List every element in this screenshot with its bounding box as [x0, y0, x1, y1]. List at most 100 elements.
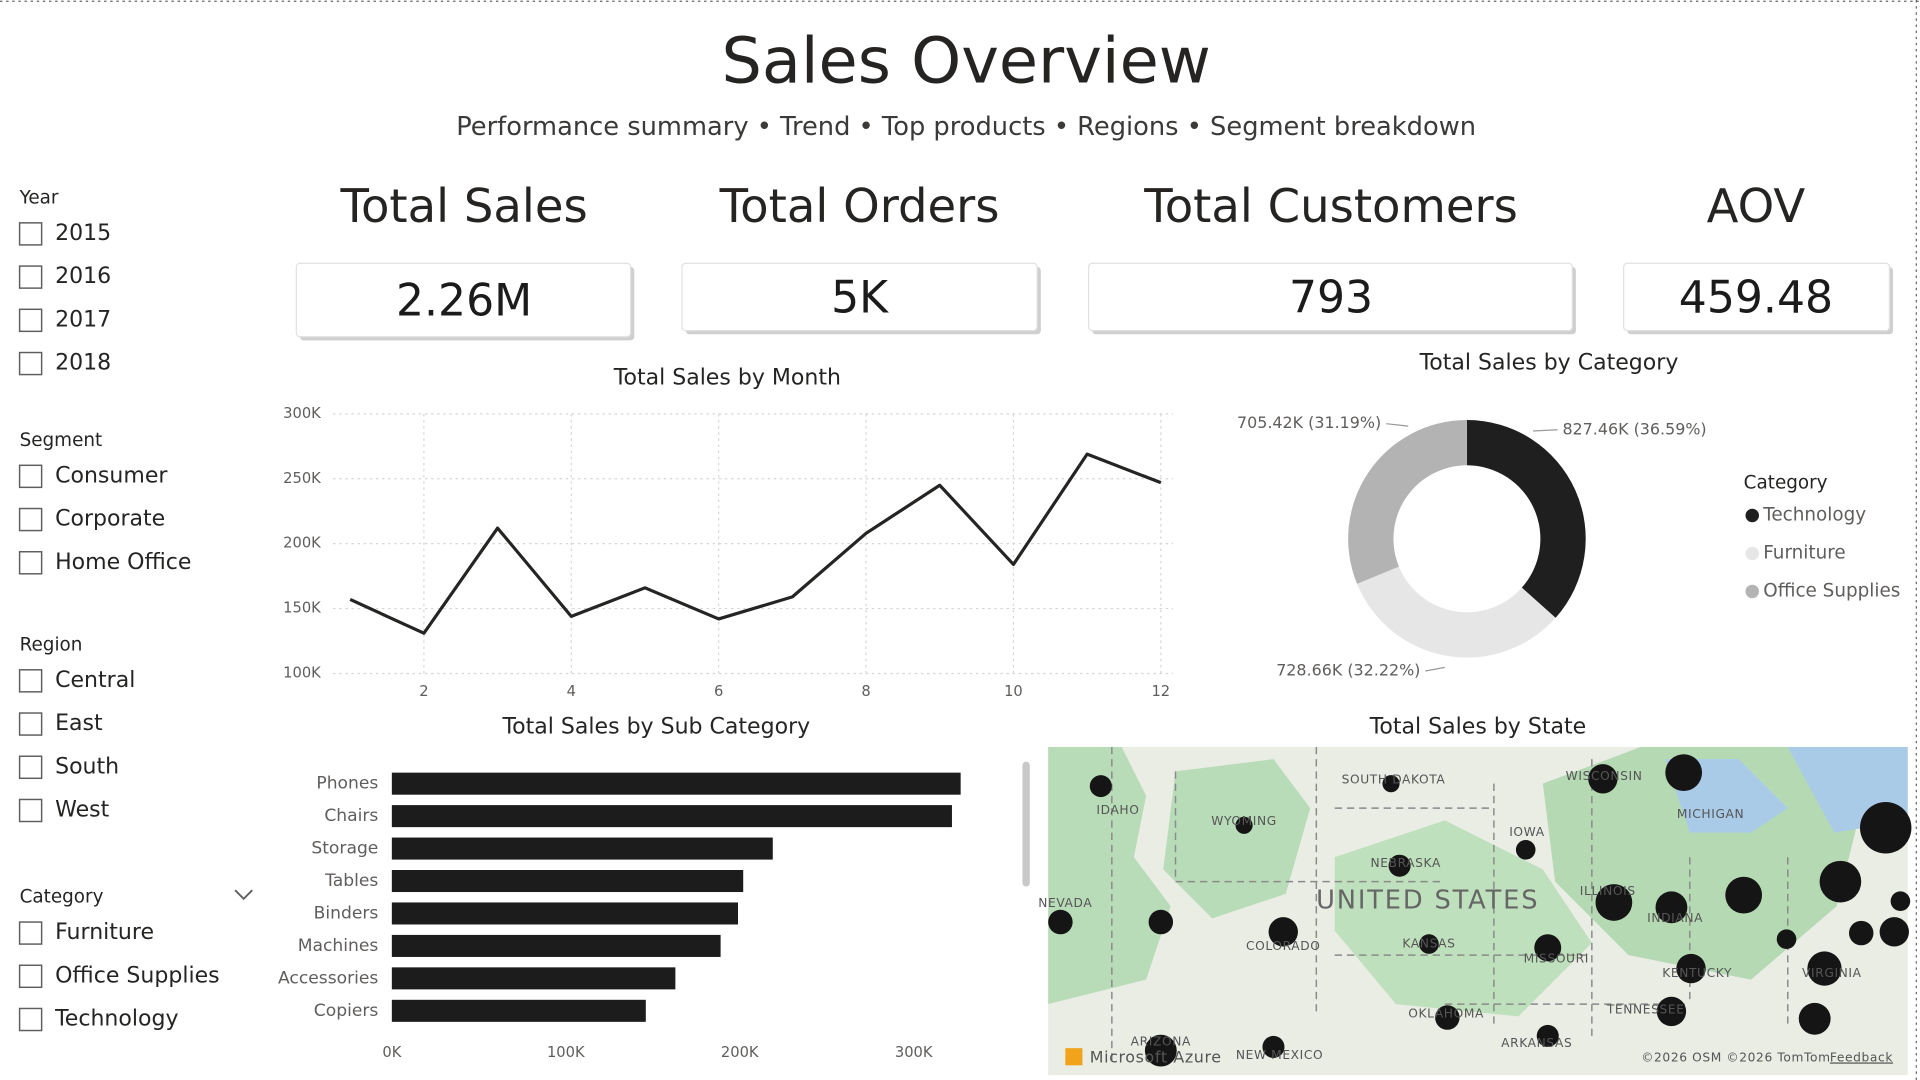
donut-slice	[1466, 419, 1586, 618]
legend-label[interactable]: Furniture	[1763, 542, 1845, 563]
filter-option[interactable]: Technology	[54, 1007, 178, 1032]
bar	[391, 902, 738, 925]
legend-swatch[interactable]	[1745, 584, 1759, 599]
checkbox[interactable]	[18, 222, 43, 246]
page-title: Sales Overview	[721, 24, 1210, 98]
y-tick-label: Accessories	[278, 968, 378, 988]
filter-option[interactable]: 2018	[55, 351, 111, 376]
map-feedback[interactable]: Feedback	[1830, 1050, 1893, 1064]
kpi-label: Total Customers	[1143, 179, 1518, 233]
kpi-label: AOV	[1707, 179, 1806, 233]
kpi-card	[681, 262, 1038, 332]
checkbox[interactable]	[18, 351, 43, 376]
donut-slice	[1348, 419, 1467, 584]
map-label: SOUTH DAKOTA	[1342, 773, 1446, 787]
filter-option[interactable]: South	[55, 754, 119, 779]
kpi-value: 459.48	[1679, 273, 1833, 324]
legend-swatch[interactable]	[1745, 546, 1759, 561]
leader-line	[1386, 423, 1409, 427]
y-tick-label: 150K	[283, 600, 321, 617]
filter-option[interactable]: Office Supplies	[55, 963, 220, 988]
y-tick-label: Tables	[324, 871, 378, 891]
map-label: ILLINOIS	[1580, 884, 1636, 898]
x-tick-label: 300K	[895, 1044, 933, 1061]
bar	[391, 837, 773, 860]
legend-label[interactable]: Office Supplies	[1763, 580, 1900, 601]
checkbox[interactable]	[18, 669, 43, 693]
filter-option[interactable]: Consumer	[55, 463, 168, 488]
map-label: NEW MEXICO	[1236, 1048, 1323, 1062]
filter-option[interactable]: 2017	[55, 307, 111, 332]
map-label: TENNESSEE	[1606, 1003, 1685, 1017]
y-tick-label: 100K	[283, 664, 321, 681]
checkbox[interactable]	[18, 1007, 43, 1032]
checkbox[interactable]	[18, 712, 43, 736]
filter-option[interactable]: 2016	[55, 264, 111, 289]
chart-title: Total Sales by Sub Category	[501, 714, 810, 739]
map-label: ARIZONA	[1131, 1035, 1191, 1049]
bar	[391, 772, 961, 795]
y-tick-label: 250K	[283, 470, 321, 487]
x-tick-label: 12	[1151, 683, 1170, 700]
bar	[391, 934, 721, 957]
filter-option[interactable]: Corporate	[55, 507, 165, 532]
line-series	[349, 452, 1162, 635]
checkbox[interactable]	[18, 507, 43, 532]
chart-title: Total Sales by Month	[613, 365, 841, 390]
map: SOUTH DAKOTA WISCONSIN MICHIGAN IDAHO WYOMIN…	[1038, 746, 1912, 1076]
checkbox[interactable]	[18, 755, 43, 780]
checkbox[interactable]	[18, 798, 43, 823]
leader-line	[1533, 429, 1558, 432]
y-tick-label: 200K	[283, 535, 321, 552]
data-label: 728.66K (32.22%)	[1276, 661, 1420, 680]
x-tick-label: 4	[567, 683, 576, 700]
map-label: UNITED STATES	[1316, 886, 1539, 916]
map-label: MISSOURI	[1524, 951, 1589, 965]
bar	[391, 999, 646, 1022]
kpi-card	[1087, 262, 1573, 332]
map-label: COLORADO	[1246, 939, 1321, 953]
dropdown-chevron[interactable]	[234, 889, 253, 901]
x-tick-label: 100K	[547, 1044, 585, 1061]
y-tick-label: Storage	[311, 839, 378, 859]
filter-title: Region	[20, 634, 83, 655]
checkbox[interactable]	[18, 964, 43, 989]
chart-title: Total Sales by State	[1369, 714, 1586, 739]
map-attribution: Microsoft Azure	[1090, 1047, 1222, 1066]
filter-option[interactable]: West	[55, 797, 110, 822]
kpi-label: Total Sales	[339, 179, 587, 233]
x-tick-label: 8	[861, 683, 870, 700]
filter-option[interactable]: 2015	[55, 221, 111, 246]
checkbox[interactable]	[18, 551, 43, 575]
map-label: INDIANA	[1647, 911, 1703, 925]
filter-option[interactable]: Home Office	[55, 550, 191, 575]
filter-title: Category	[20, 887, 104, 908]
map-label: WYOMING	[1211, 814, 1277, 828]
checkbox[interactable]	[18, 308, 43, 333]
checkbox[interactable]	[18, 265, 43, 289]
checkbox[interactable]	[18, 464, 43, 489]
y-tick-label: Chairs	[324, 806, 378, 826]
map-label: ARKANSAS	[1501, 1036, 1572, 1050]
y-tick-label: Copiers	[314, 1001, 379, 1021]
filter-option[interactable]: Furniture	[55, 920, 154, 945]
scrollbar[interactable]	[1022, 761, 1030, 887]
kpi-value: 793	[1289, 273, 1373, 324]
filter-option[interactable]: Central	[55, 668, 135, 693]
legend-swatch[interactable]	[1745, 508, 1759, 523]
map-region	[1048, 746, 1171, 1005]
y-tick-label: Binders	[314, 903, 379, 923]
legend-title: Category	[1744, 473, 1828, 494]
legend-label[interactable]: Technology	[1762, 505, 1866, 526]
data-label: 827.46K (36.59%)	[1562, 419, 1706, 438]
checkbox[interactable]	[18, 921, 43, 945]
map-label: IDAHO	[1096, 803, 1139, 817]
leader-line	[1425, 666, 1446, 672]
state-border	[1111, 746, 1789, 1066]
bar	[391, 967, 676, 990]
map-label: KENTUCKY	[1662, 966, 1732, 980]
map-attribution: ©2026 OSM ©2026 TomTom	[1641, 1050, 1830, 1064]
filter-option[interactable]: East	[55, 711, 103, 736]
